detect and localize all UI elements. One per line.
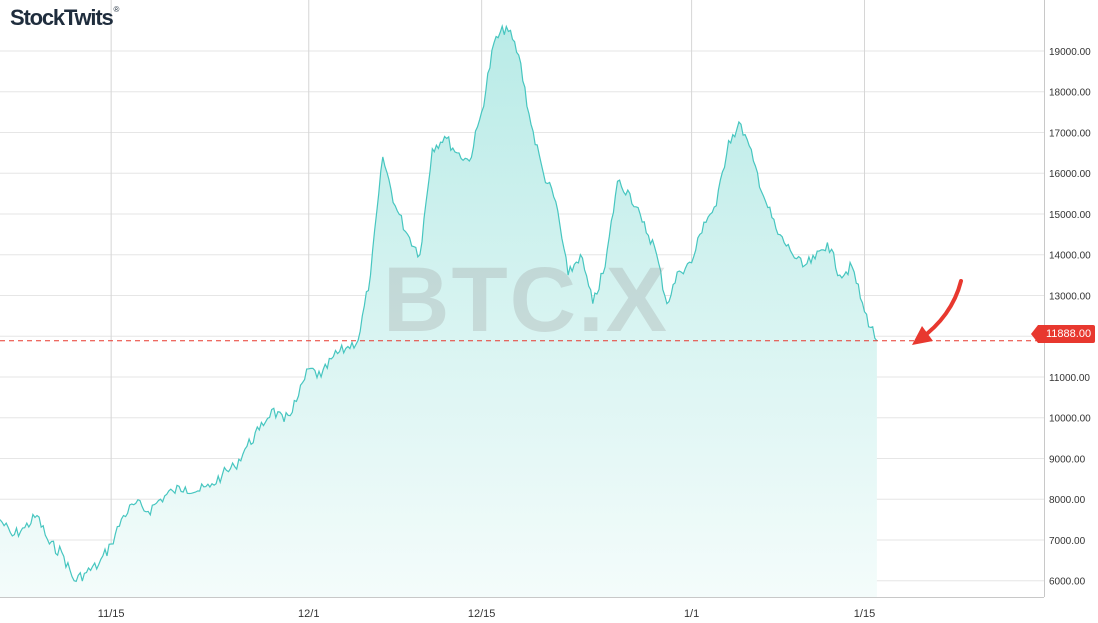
annotation-arrow-icon [912, 279, 963, 345]
y-tick-label: 6000.00 [1049, 577, 1086, 588]
price-line [0, 24, 878, 583]
x-axis: 11/15 12/1 12/15 1/1 1/15 [98, 608, 875, 620]
y-tick-label: 19000.00 [1049, 47, 1091, 58]
x-tick-label: 12/1 [298, 608, 319, 620]
logo-text: StockTwits [10, 5, 114, 30]
x-tick-label: 12/15 [468, 608, 496, 620]
y-tick-label: 11000.00 [1049, 373, 1090, 384]
y-tick-label: 16000.00 [1049, 169, 1091, 180]
x-tick-label: 1/15 [854, 608, 875, 620]
current-price-badge: 11888.00 [1030, 325, 1096, 343]
price-area-fill [0, 26, 877, 597]
x-tick-label: 11/15 [98, 608, 125, 620]
y-axis: 6000.00 7000.00 8000.00 9000.00 10000.00 1100… [1049, 47, 1091, 588]
y-tick-label: 10000.00 [1049, 414, 1091, 425]
y-tick-label: 7000.00 [1049, 536, 1086, 547]
registered-mark: ® [113, 5, 120, 14]
y-tick-label: 17000.00 [1049, 128, 1091, 139]
x-tick-label: 1/1 [684, 608, 699, 620]
y-tick-label: 15000.00 [1049, 210, 1091, 221]
stocktwits-logo[interactable]: StockTwits® [10, 5, 119, 31]
y-tick-label: 13000.00 [1049, 291, 1091, 302]
y-tick-label: 14000.00 [1049, 251, 1091, 262]
y-tick-label: 9000.00 [1049, 454, 1086, 465]
y-tick-label: 8000.00 [1049, 495, 1086, 506]
y-tick-label: 18000.00 [1049, 88, 1091, 99]
